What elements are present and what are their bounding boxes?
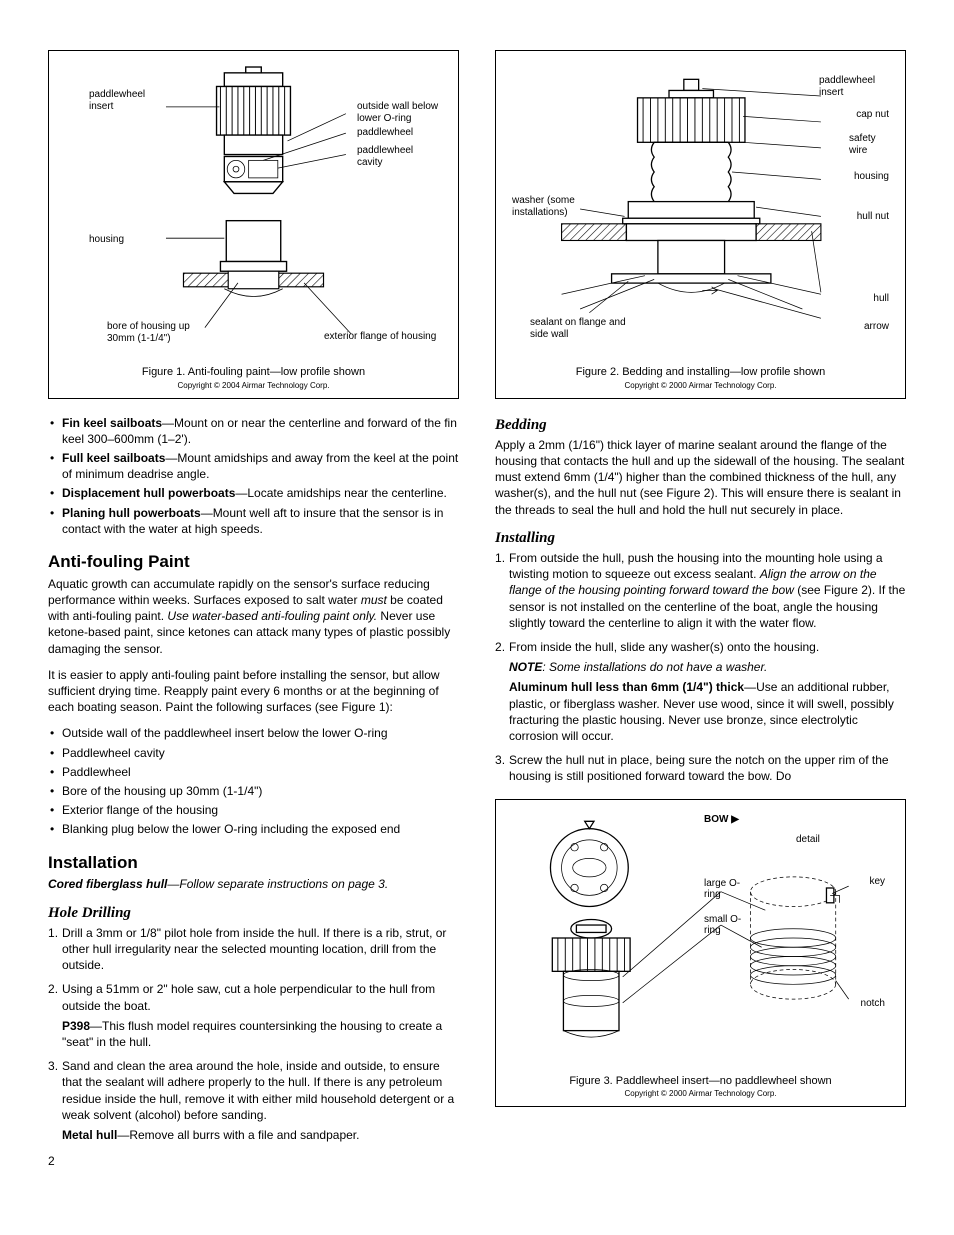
fig2-caption-light: —low profile shown xyxy=(730,366,825,378)
fig2-label-safety-wire: safety wire xyxy=(849,133,889,156)
bullet-lead: Planing hull powerboats xyxy=(62,506,201,520)
fig1-caption-bold: Figure 1. Anti-fouling paint xyxy=(142,366,270,378)
bullet-lead: Fin keel sailboats xyxy=(62,416,162,430)
fig3-label-key: key xyxy=(869,876,885,888)
fig3-caption-bold: Figure 3. Paddlewheel insert xyxy=(569,1075,708,1087)
text-italic: Use water-based anti-fouling paint only. xyxy=(167,609,377,623)
surfaces-list: Outside wall of the paddlewheel insert b… xyxy=(48,725,459,837)
list-item: Displacement hull powerboats—Locate amid… xyxy=(62,485,459,501)
list-item: Outside wall of the paddlewheel insert b… xyxy=(62,725,459,741)
list-item: Exterior flange of the housing xyxy=(62,802,459,818)
cored-hull-note: Cored fiberglass hull—Follow separate in… xyxy=(48,876,459,892)
step-text: Screw the hull nut in place, being sure … xyxy=(509,752,906,784)
fig2-caption-bold: Figure 2. Bedding and installing xyxy=(576,366,730,378)
figure-3-caption: Figure 3. Paddlewheel insert—no paddlewh… xyxy=(506,1074,895,1089)
list-item: Bore of the housing up 30mm (1-1/4") xyxy=(62,783,459,799)
fig2-label-washer: washer (some installations) xyxy=(512,195,582,218)
mount-location-list: Fin keel sailboats—Mount on or near the … xyxy=(48,415,459,537)
fig2-label-hull: hull xyxy=(873,293,889,305)
text-italic: must xyxy=(361,593,387,607)
list-item: Full keel sailboats—Mount amidships and … xyxy=(62,450,459,482)
figure-2: paddlewheel insert cap nut safety wire h… xyxy=(495,50,906,399)
fig1-label-outside-wall: outside wall below lower O-ring xyxy=(357,101,457,124)
page-number: 2 xyxy=(48,1153,459,1169)
bedding-p1: Apply a 2mm (1/16") thick layer of marin… xyxy=(495,437,906,518)
fig2-label-cap-nut: cap nut xyxy=(856,109,889,121)
step-text: Drill a 3mm or 1/8" pilot hole from insi… xyxy=(62,925,459,974)
antifouling-heading: Anti-fouling Paint xyxy=(48,551,459,574)
fig1-label-bore: bore of housing up 30mm (1-1/4") xyxy=(107,321,217,344)
step-item: From inside the hull, slide any washer(s… xyxy=(509,639,906,744)
list-item: Fin keel sailboats—Mount on or near the … xyxy=(62,415,459,447)
text-bold: P398 xyxy=(62,1019,90,1033)
figure-1-copyright: Copyright © 2004 Airmar Technology Corp. xyxy=(59,381,448,392)
left-column: paddlewheel insert outside wall below lo… xyxy=(48,50,459,1169)
figure-3-copyright: Copyright © 2000 Airmar Technology Corp. xyxy=(506,1089,895,1100)
figure-2-copyright: Copyright © 2000 Airmar Technology Corp. xyxy=(506,381,895,392)
fig1-label-paddlewheel-cavity: paddlewheel cavity xyxy=(357,145,437,168)
hole-drilling-steps: Drill a 3mm or 1/8" pilot hole from insi… xyxy=(48,925,459,1143)
step-text: From inside the hull, slide any washer(s… xyxy=(509,639,906,655)
step-item: Screw the hull nut in place, being sure … xyxy=(509,752,906,784)
text-bold-italic: NOTE xyxy=(509,660,542,674)
bedding-heading: Bedding xyxy=(495,415,906,435)
text-bold: Aluminum hull less than 6mm (1/4") thick xyxy=(509,680,744,694)
text-bold-italic: Cored fiberglass hull xyxy=(48,877,167,891)
list-item: Blanking plug below the lower O-ring inc… xyxy=(62,821,459,837)
list-item: Paddlewheel xyxy=(62,764,459,780)
fig2-label-hull-nut: hull nut xyxy=(857,211,889,223)
step-text: Sand and clean the area around the hole,… xyxy=(62,1058,459,1123)
list-item: Planing hull powerboats—Mount well aft t… xyxy=(62,505,459,537)
fig3-label-detail: detail xyxy=(796,834,820,846)
step-item: Drill a 3mm or 1/8" pilot hole from insi… xyxy=(62,925,459,974)
figure-1: paddlewheel insert outside wall below lo… xyxy=(48,50,459,399)
fig1-caption-light: —low profile shown xyxy=(270,366,365,378)
fig3-label-small-oring: small O-ring xyxy=(704,914,744,937)
bullet-rest: —Locate amidships near the centerline. xyxy=(235,486,446,500)
step-item: Using a 51mm or 2" hole saw, cut a hole … xyxy=(62,981,459,1050)
step-item: Sand and clean the area around the hole,… xyxy=(62,1058,459,1143)
step-item: From outside the hull, push the housing … xyxy=(509,550,906,631)
step-note: NOTE: Some installations do not have a w… xyxy=(509,659,906,675)
fig1-label-ext-flange: exterior flange of housing xyxy=(324,331,436,343)
figure-1-caption: Figure 1. Anti-fouling paint—low profile… xyxy=(59,365,448,380)
fig3-label-bow: BOW ▶ xyxy=(704,814,739,826)
text: —This flush model requires countersinkin… xyxy=(62,1019,442,1049)
figure-2-caption: Figure 2. Bedding and installing—low pro… xyxy=(506,365,895,380)
right-column: paddlewheel insert cap nut safety wire h… xyxy=(495,50,906,1169)
fig1-label-housing: housing xyxy=(89,234,124,246)
text: —Remove all burrs with a file and sandpa… xyxy=(117,1128,359,1142)
figure-3: BOW ▶ detail large O-ring small O-ring k… xyxy=(495,799,906,1108)
text-italic: —Follow separate instructions on page 3. xyxy=(167,877,388,891)
step-subtext: P398—This flush model requires countersi… xyxy=(62,1018,459,1050)
list-item: Paddlewheel cavity xyxy=(62,745,459,761)
fig2-label-housing: housing xyxy=(854,171,889,183)
installation-heading: Installation xyxy=(48,852,459,875)
antifouling-p1: Aquatic growth can accumulate rapidly on… xyxy=(48,576,459,657)
fig1-label-paddlewheel-insert: paddlewheel insert xyxy=(89,89,159,112)
step-subtext: Metal hull—Remove all burrs with a file … xyxy=(62,1127,459,1143)
fig2-label-arrow: arrow xyxy=(864,321,889,333)
fig2-label-sealant: sealant on flange and side wall xyxy=(530,317,630,340)
fig2-label-paddlewheel-insert: paddlewheel insert xyxy=(819,75,889,98)
fig3-label-large-oring: large O-ring xyxy=(704,878,744,901)
step-text: From outside the hull, push the housing … xyxy=(509,550,906,631)
fig3-label-notch: notch xyxy=(861,998,885,1010)
step-aluminum: Aluminum hull less than 6mm (1/4") thick… xyxy=(509,679,906,744)
page-columns: paddlewheel insert outside wall below lo… xyxy=(48,50,906,1169)
fig1-label-paddlewheel: paddlewheel xyxy=(357,127,413,139)
fig3-caption-light: —no paddlewheel shown xyxy=(709,1075,832,1087)
antifouling-p2: It is easier to apply anti-fouling paint… xyxy=(48,667,459,716)
figure-3-svg xyxy=(506,808,895,1068)
bullet-lead: Full keel sailboats xyxy=(62,451,165,465)
installing-steps: From outside the hull, push the housing … xyxy=(495,550,906,784)
text-italic: : Some installations do not have a washe… xyxy=(542,660,767,674)
text-bold: Metal hull xyxy=(62,1128,117,1142)
step-text: Using a 51mm or 2" hole saw, cut a hole … xyxy=(62,981,459,1013)
installing-heading: Installing xyxy=(495,528,906,548)
bullet-lead: Displacement hull powerboats xyxy=(62,486,235,500)
hole-drilling-heading: Hole Drilling xyxy=(48,903,459,923)
